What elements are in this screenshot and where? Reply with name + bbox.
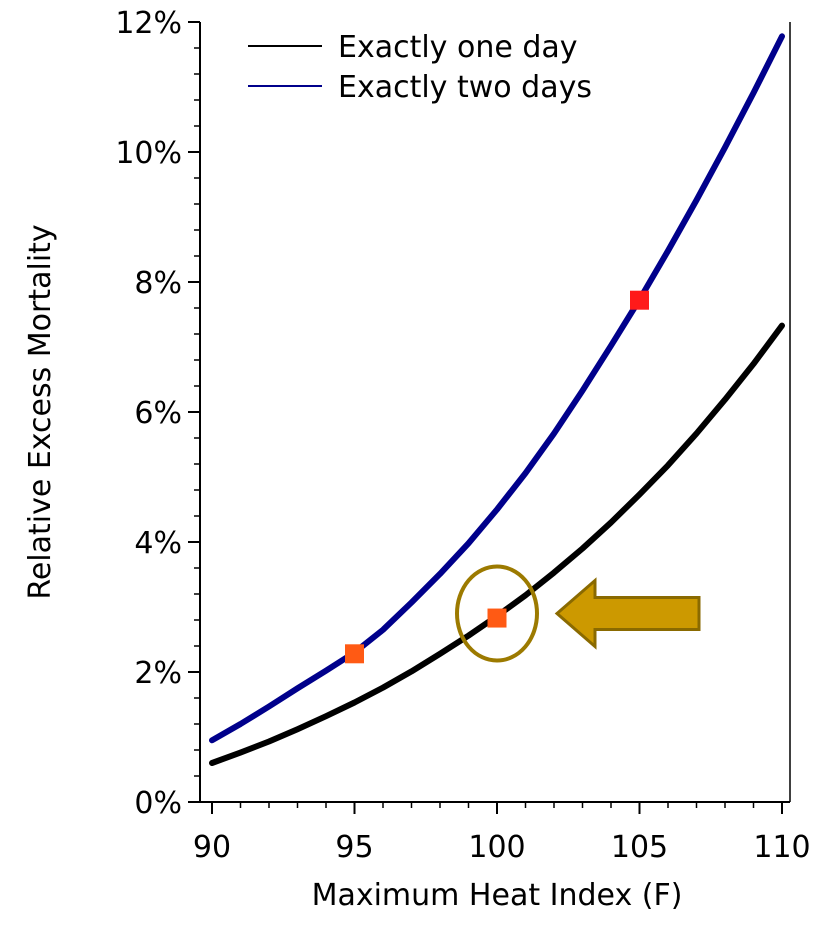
y-axis-ticks: 0% 2% 4% 6% 8% 10% 12% — [115, 6, 200, 821]
highlight-marker — [487, 608, 507, 628]
y-tick-label: 12% — [115, 6, 182, 41]
highlight-marker — [345, 644, 364, 664]
annotations — [455, 564, 701, 663]
y-tick-label: 8% — [134, 266, 182, 301]
legend-label-two-days: Exactly two days — [338, 70, 592, 105]
y-axis-title: Relative Excess Mortality — [23, 224, 58, 599]
legend: Exactly one day Exactly two days — [248, 30, 592, 105]
highlight-markers — [345, 290, 649, 664]
y-tick-label: 2% — [134, 656, 182, 691]
x-tick-label: 95 — [335, 830, 373, 865]
x-tick-label: 90 — [193, 830, 231, 865]
series-lines — [209, 33, 785, 766]
x-tick-label: 110 — [753, 830, 810, 865]
series-line-one-day — [209, 322, 785, 766]
highlight-circle — [455, 564, 539, 663]
left-arrow-icon — [554, 577, 701, 650]
y-tick-label: 4% — [134, 526, 182, 561]
x-axis-title: Maximum Heat Index (F) — [312, 878, 683, 913]
series-line-two-days — [209, 33, 785, 744]
y-tick-label: 6% — [134, 396, 182, 431]
y-tick-label: 0% — [134, 786, 182, 821]
x-tick-label: 105 — [611, 830, 668, 865]
x-axis-ticks: 90 95 100 105 110 — [193, 802, 811, 865]
highlight-marker — [630, 290, 649, 310]
y-tick-label: 10% — [115, 136, 182, 171]
x-tick-label: 100 — [468, 830, 525, 865]
legend-label-one-day: Exactly one day — [338, 30, 578, 65]
